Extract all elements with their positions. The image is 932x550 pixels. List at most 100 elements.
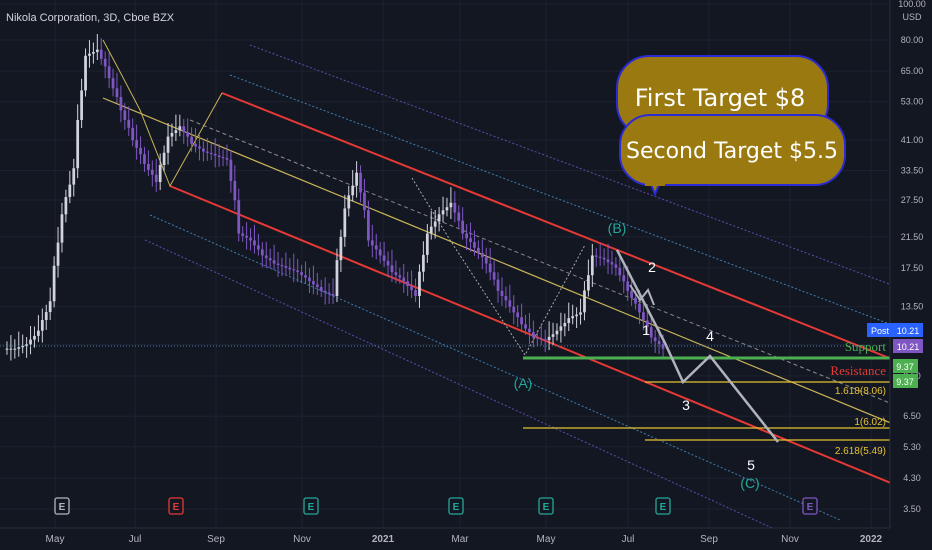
y-tick-label: 21.50 bbox=[901, 232, 924, 242]
candle-body bbox=[410, 286, 413, 291]
candle-body bbox=[367, 210, 370, 241]
levels bbox=[0, 345, 890, 441]
candle-body bbox=[284, 266, 288, 268]
candle-body bbox=[461, 220, 465, 234]
candle-body bbox=[56, 242, 60, 266]
candle-body bbox=[606, 259, 610, 263]
candle-body bbox=[29, 339, 32, 345]
candle-body bbox=[449, 202, 453, 208]
event-marker[interactable] bbox=[54, 497, 70, 515]
candle-body bbox=[390, 265, 394, 273]
y-tick-label: 53.00 bbox=[901, 97, 924, 107]
candle-body bbox=[465, 233, 468, 239]
candle-body bbox=[237, 200, 241, 234]
candle-body bbox=[40, 320, 44, 331]
candle-body bbox=[480, 252, 484, 258]
outer-channel-line bbox=[249, 44, 932, 301]
candle-body bbox=[25, 344, 28, 347]
resistance-channel-line bbox=[221, 92, 932, 376]
candle-body bbox=[296, 270, 300, 273]
candle-body bbox=[80, 90, 83, 120]
candle-body bbox=[60, 214, 64, 243]
wave-label-4: 4 bbox=[706, 328, 714, 344]
resistance-label: Resistance bbox=[830, 363, 886, 378]
wave-label-A: (A) bbox=[514, 375, 533, 391]
y-tick-label: 27.50 bbox=[901, 195, 924, 205]
mid-trend-line bbox=[102, 97, 932, 441]
candle-body bbox=[186, 132, 190, 137]
event-marker[interactable] bbox=[448, 497, 464, 515]
candle-body bbox=[213, 153, 217, 156]
candle-body bbox=[563, 322, 567, 327]
x-tick-label: Sep bbox=[700, 534, 718, 545]
candle-body bbox=[539, 338, 543, 340]
candle-body bbox=[92, 52, 95, 54]
candle-body bbox=[315, 284, 319, 288]
lower-channel-line bbox=[169, 185, 932, 501]
candle-body bbox=[221, 156, 225, 159]
x-tick-label: Jul bbox=[622, 534, 635, 545]
candle-body bbox=[642, 312, 645, 321]
candle-body bbox=[602, 257, 606, 260]
candle-body bbox=[198, 146, 201, 149]
candle-body bbox=[445, 207, 449, 211]
candle-body bbox=[418, 271, 421, 296]
candle-body bbox=[496, 279, 500, 291]
candle-body bbox=[429, 226, 433, 234]
price-axis-bg bbox=[890, 0, 932, 550]
candle-body bbox=[535, 337, 539, 339]
event-marker[interactable] bbox=[655, 497, 671, 515]
wave-label-1: 1 bbox=[642, 322, 650, 338]
candle-body bbox=[370, 240, 374, 246]
candle-body bbox=[292, 269, 296, 271]
candle-body bbox=[618, 267, 622, 276]
candle-body bbox=[178, 126, 182, 131]
candle-body bbox=[363, 192, 366, 211]
candle-body bbox=[532, 332, 535, 338]
candle-body bbox=[504, 296, 508, 301]
candle-body bbox=[323, 290, 327, 293]
candle-body bbox=[257, 245, 260, 250]
candle-body bbox=[150, 169, 154, 175]
candle-body bbox=[551, 334, 555, 337]
event-marker-label: E bbox=[308, 502, 315, 513]
dotted-structure bbox=[411, 177, 586, 356]
candle-body bbox=[520, 317, 523, 325]
candle-body bbox=[76, 119, 80, 169]
candle-body bbox=[614, 264, 618, 268]
last-price-value: 10.21 bbox=[897, 342, 920, 352]
candle-body bbox=[268, 258, 272, 261]
x-tick-label: Nov bbox=[293, 534, 311, 545]
candle-body bbox=[5, 348, 9, 350]
support-price-tag: 9.37 bbox=[893, 359, 918, 373]
candle-body bbox=[264, 255, 268, 259]
candle-body bbox=[610, 262, 614, 265]
event-marker[interactable] bbox=[168, 497, 184, 515]
candle-body bbox=[123, 110, 127, 120]
first-target-text: First Target $8 bbox=[635, 84, 806, 112]
candle-body bbox=[147, 163, 150, 170]
candle-body bbox=[143, 154, 146, 164]
y-tick-label: 100.00 bbox=[898, 0, 926, 9]
wave-label-C: (C) bbox=[740, 475, 759, 491]
event-marker[interactable] bbox=[538, 497, 554, 515]
outer-channel-line bbox=[229, 74, 932, 341]
candle-body bbox=[280, 264, 284, 267]
candle-body bbox=[37, 330, 40, 336]
fib-1618-label: 1.618(8.06) bbox=[835, 386, 886, 397]
fib-1-label: 1(6.02) bbox=[854, 417, 886, 428]
candle-body bbox=[622, 275, 626, 282]
event-marker[interactable] bbox=[303, 497, 319, 515]
candle-body bbox=[312, 281, 315, 285]
support-price-tag-2: 9.37 bbox=[893, 374, 918, 388]
candle-body bbox=[154, 174, 158, 183]
candle-body bbox=[17, 347, 21, 349]
y-tick-label: 6.50 bbox=[903, 411, 921, 421]
candle-body bbox=[355, 172, 358, 186]
candle-body bbox=[308, 277, 311, 282]
event-marker[interactable] bbox=[802, 497, 818, 515]
outer-channel-line bbox=[149, 214, 841, 521]
x-tick-label: May bbox=[46, 534, 65, 545]
candle-body bbox=[233, 180, 237, 201]
candle-body bbox=[653, 337, 657, 342]
